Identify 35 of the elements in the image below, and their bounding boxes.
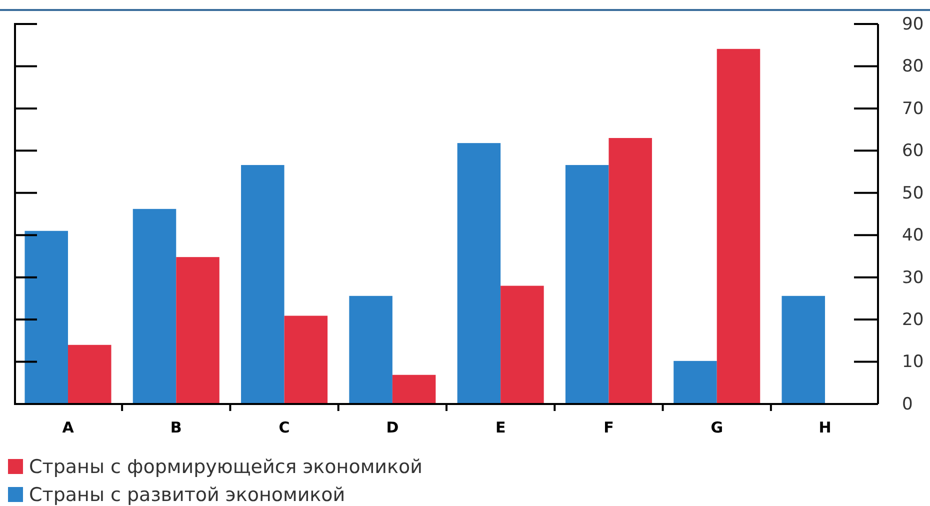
bar [716,48,760,404]
x-tick-label: E [495,418,506,437]
bar [284,316,328,404]
bar [132,208,176,404]
bar [241,165,284,404]
x-tick-label: G [710,418,724,437]
y-tick-label: 50 [902,183,924,204]
y-tick-label: 60 [902,141,924,162]
legend-label: Страны с развитой экономикой [29,484,346,506]
x-tick-label: C [278,418,290,437]
bar [674,360,717,404]
y-tick-label: 0 [902,394,913,414]
y-tick-label: 70 [902,98,924,119]
bar [349,296,392,404]
y-tick-label: 40 [902,226,924,246]
x-tick-label: F [604,418,614,437]
y-tick-label: 10 [902,352,924,372]
x-tick-label: D [386,418,399,437]
y-tick-label: 30 [902,268,924,288]
bar [782,296,826,404]
y-tick-label: 20 [902,310,924,330]
bar [500,286,544,404]
bar [565,165,609,404]
bar [24,230,68,404]
x-tick-label: A [62,418,74,437]
bar [608,138,652,404]
y-tick-label: 90 [902,14,924,34]
bar [457,143,501,404]
x-tick-label: B [170,418,182,437]
bar [392,374,436,404]
x-tick-label: H [818,418,832,437]
y-tick-label: 80 [902,56,924,77]
bar [68,344,112,404]
bar [176,257,220,404]
legend-label: Страны с формирующейся экономикой [29,456,422,478]
